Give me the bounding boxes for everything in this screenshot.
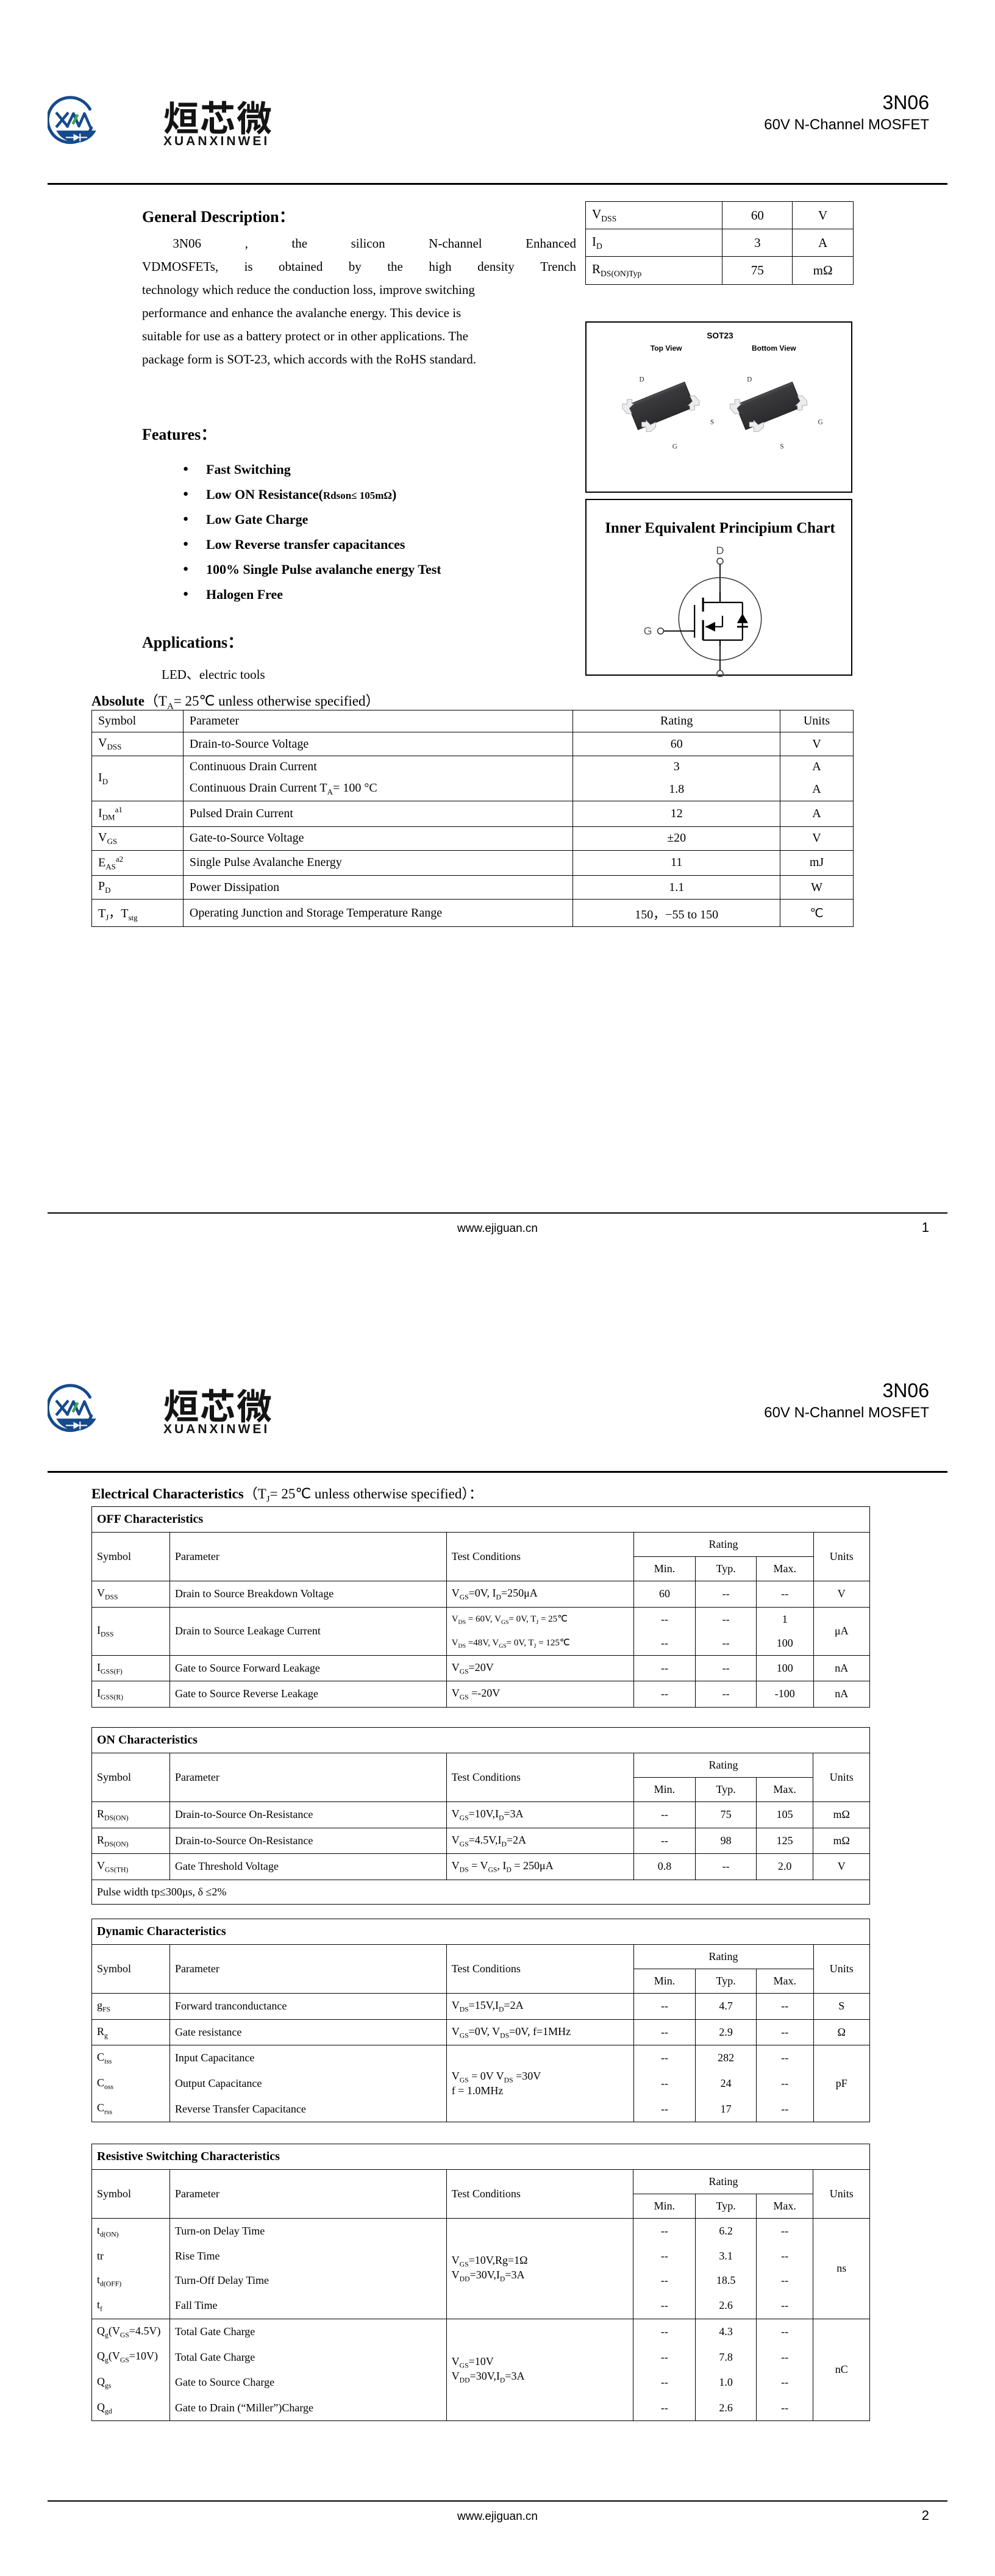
svg-text:S: S [716, 673, 724, 677]
svg-text:D: D [716, 544, 724, 556]
svg-text:S: S [780, 443, 783, 451]
svg-text:G: G [644, 625, 652, 637]
svg-text:Inner Equivalent Principium Ch: Inner Equivalent Principium Chart [605, 520, 835, 536]
svg-text:Top View: Top View [651, 344, 682, 352]
svg-text:D: D [640, 376, 644, 383]
svg-text:SOT23: SOT23 [707, 331, 733, 340]
svg-text:XUANXINWEI: XUANXINWEI [163, 134, 269, 148]
svg-text:XUANXINWEI: XUANXINWEI [163, 1422, 269, 1436]
svg-text:S: S [710, 419, 714, 426]
svg-text:D: D [747, 376, 752, 383]
svg-text:Bottom View: Bottom View [752, 344, 796, 352]
svg-text:G: G [672, 443, 677, 451]
svg-text:G: G [818, 419, 823, 426]
